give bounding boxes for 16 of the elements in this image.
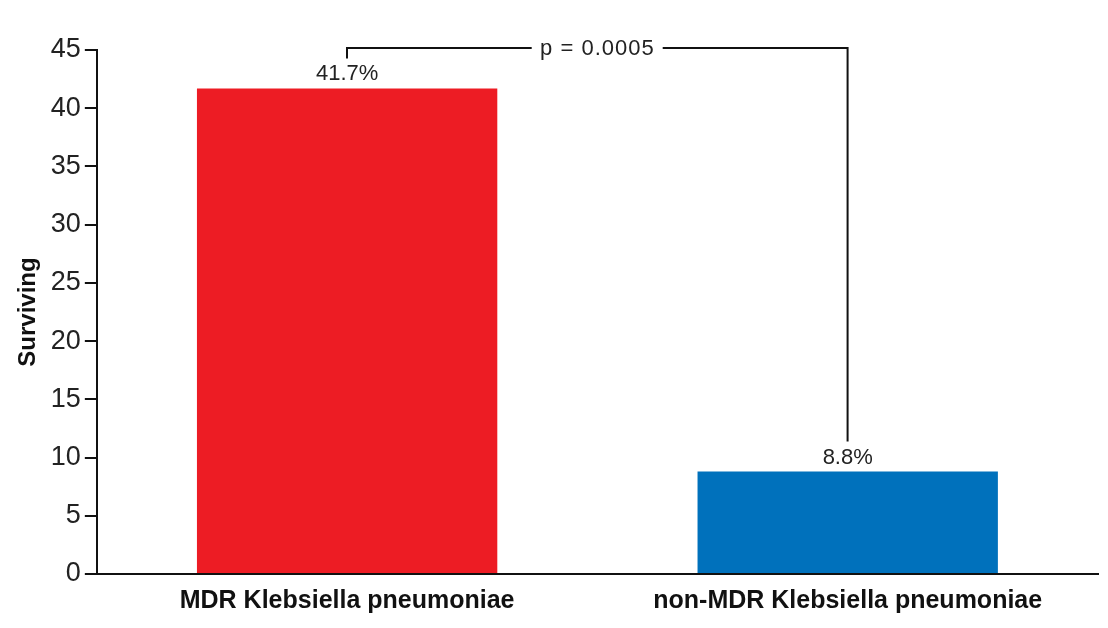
y-tick-label: 20: [50, 324, 81, 355]
data-label: 41.7%: [315, 60, 379, 86]
data-label: 8.8%: [822, 443, 873, 469]
y-tick-label: 30: [50, 208, 81, 239]
y-tick-label: 35: [50, 149, 81, 180]
annotation: p = 0.0005: [532, 35, 663, 61]
y-tick-label: 25: [50, 266, 81, 297]
y-tick-label: 45: [50, 33, 81, 64]
y-tick-label: 10: [50, 441, 81, 472]
x-tick-label: MDR Klebsiella pneumoniae: [179, 584, 515, 613]
y-tick-label: 40: [50, 91, 81, 122]
y-axis-title: Surviving: [13, 257, 41, 367]
y-tick-label: 15: [50, 382, 81, 413]
y-tick-label: 5: [65, 499, 81, 530]
x-tick-label: non-MDR Klebsiella pneumoniae: [653, 584, 1043, 613]
y-tick-label: 0: [65, 557, 81, 588]
